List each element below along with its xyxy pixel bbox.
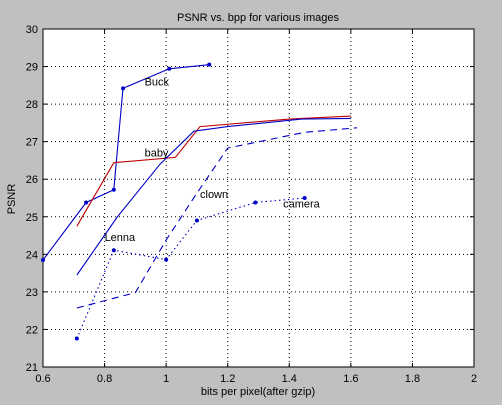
x-tick-label: 0.8 — [97, 373, 112, 385]
y-tick-label: 21 — [26, 362, 38, 374]
series-line-4 — [76, 127, 358, 309]
series-annotation-label: clown — [200, 189, 228, 201]
series-5-point — [253, 200, 258, 205]
series-1-point — [167, 66, 172, 71]
x-tick-label: 1.2 — [220, 373, 235, 385]
series-5-point — [194, 218, 199, 223]
series-1-point — [207, 62, 212, 67]
series-5-point — [302, 196, 307, 200]
series-1-point — [111, 187, 116, 192]
annotation-layer: Buck baby clown camera Lenna — [105, 76, 321, 244]
x-tick-label: 1.8 — [405, 373, 420, 385]
y-tick-label: 25 — [26, 212, 38, 224]
y-tick-label: 22 — [26, 324, 38, 336]
series-1-point — [41, 257, 45, 262]
tick-layer: 0.6 0.8 1 1.2 1.4 1.6 1.8 2 21 22 23 24 25 26 27 28 29 30 — [26, 24, 477, 385]
y-tick-label: 27 — [26, 137, 38, 149]
series-5-point — [164, 257, 169, 262]
grid-layer — [43, 29, 474, 367]
series-line-2 — [76, 115, 351, 227]
series-line-3 — [76, 117, 351, 276]
y-tick-label: 24 — [26, 249, 38, 261]
series-annotation-label: baby — [145, 148, 169, 160]
series-line-1 — [42, 64, 210, 261]
y-tick-label: 23 — [26, 287, 38, 299]
series-annotation-label: Lenna — [105, 232, 136, 244]
y-axis-label: PSNR — [6, 184, 18, 215]
y-tick-label: 28 — [26, 99, 38, 111]
y-tick-label: 30 — [26, 24, 38, 36]
x-tick-label: 1.6 — [343, 373, 358, 385]
series-5-point — [111, 248, 116, 253]
y-tick-label: 29 — [26, 62, 38, 74]
chart-title: PSNR vs. bpp for various images — [177, 12, 340, 24]
series-annotation-label: Buck — [145, 76, 170, 88]
x-axis-label: bits per pixel(after gzip) — [201, 386, 315, 398]
plot-frame — [42, 28, 475, 368]
x-tick-label: 2 — [471, 373, 477, 385]
x-tick-label: 0.6 — [35, 373, 50, 385]
series-annotation-label: camera — [283, 198, 321, 210]
series-5-point — [74, 336, 79, 341]
plot-area — [43, 29, 474, 367]
series-1-point — [84, 200, 89, 205]
series-layer — [41, 62, 358, 341]
x-tick-label: 1 — [163, 373, 169, 385]
x-tick-label: 1.4 — [282, 373, 297, 385]
series-1-point — [121, 86, 126, 91]
y-tick-label: 26 — [26, 174, 38, 186]
